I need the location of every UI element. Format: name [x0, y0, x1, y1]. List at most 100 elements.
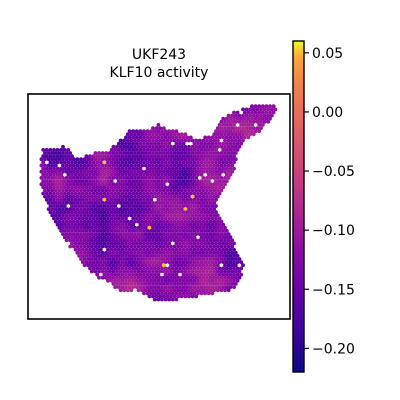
tissue-spot: [232, 160, 236, 165]
tissue-spot: [149, 197, 154, 202]
tissue-spot: [127, 197, 132, 202]
tissue-spot: [161, 219, 166, 224]
tissue-spot: [125, 225, 130, 230]
tissue-spot: [142, 172, 146, 177]
tissue-spot: [129, 269, 134, 274]
tissue-spot: [172, 163, 177, 168]
tissue-spot: [118, 282, 123, 286]
tissue-spot: [163, 191, 168, 196]
tissue-spot: [147, 213, 152, 218]
tissue-spot: [212, 132, 217, 137]
colorbar-tick-label: −0.15: [312, 282, 355, 298]
tissue-spot: [66, 179, 71, 184]
tissue-spot: [264, 104, 269, 109]
tissue-spot: [156, 297, 161, 302]
tissue-spot: [86, 157, 91, 162]
tissue-spot: [93, 250, 98, 255]
tissue-spot: [131, 235, 136, 240]
tissue-spot: [97, 250, 101, 255]
tissue-spot: [154, 132, 159, 137]
tissue-spot: [179, 269, 184, 274]
tissue-spot: [215, 269, 220, 274]
tissue-spot: [183, 188, 188, 193]
tissue-spot: [52, 179, 56, 184]
tissue-spot: [133, 244, 137, 249]
tissue-spot: [53, 194, 58, 199]
tissue-spot: [194, 176, 199, 180]
tissue-spot: [100, 275, 105, 280]
tissue-spot: [116, 197, 121, 202]
tissue-spot: [89, 176, 94, 180]
tissue-spot: [224, 235, 229, 240]
tissue-spot: [124, 241, 128, 246]
tissue-spot: [158, 201, 163, 205]
tissue-spot: [208, 144, 213, 149]
tissue-spot: [187, 225, 191, 230]
tissue-spot: [212, 257, 217, 261]
tissue-spot: [176, 263, 181, 268]
tissue-spot: [116, 160, 121, 165]
tissue-spot: [53, 169, 58, 174]
tissue-spot: [115, 163, 119, 168]
tissue-spot: [142, 272, 146, 277]
tissue-spot: [181, 229, 186, 233]
tissue-spot: [133, 188, 137, 193]
tissue-spot: [70, 222, 74, 227]
tissue-spot: [95, 191, 100, 196]
tissue-spot: [174, 260, 179, 264]
tissue-spot: [221, 247, 226, 252]
tissue-spot: [223, 250, 227, 255]
tissue-spot: [115, 225, 119, 230]
tissue-spot: [154, 244, 159, 249]
tissue-spot: [104, 188, 109, 193]
tissue-spot: [217, 247, 222, 252]
tissue-spot: [160, 179, 164, 184]
tissue-spot: [194, 257, 199, 261]
tissue-spot: [113, 216, 118, 221]
tissue-spot: [178, 247, 182, 252]
tissue-spot: [188, 191, 193, 196]
tissue-spot: [64, 151, 69, 155]
tissue-spot: [68, 244, 73, 249]
tissue-spot: [167, 191, 172, 196]
tissue-spot: [170, 235, 175, 240]
tissue-spot: [233, 126, 238, 130]
tissue-spot: [50, 207, 55, 212]
tissue-spot: [268, 104, 272, 109]
tissue-spot: [64, 232, 69, 237]
tissue-spot: [217, 191, 222, 196]
tissue-spot: [210, 141, 215, 146]
tissue-spot: [134, 148, 139, 152]
tissue-spot: [188, 210, 193, 215]
tissue-spot: [50, 188, 55, 193]
tissue-spot: [88, 254, 92, 258]
tissue-spot: [152, 166, 157, 171]
tissue-spot: [91, 241, 96, 246]
tissue-spot: [228, 129, 233, 134]
tissue-spot: [228, 154, 233, 159]
tissue-spot: [53, 182, 58, 187]
tissue-spot: [187, 188, 191, 193]
tissue-spot: [172, 207, 177, 212]
tissue-spot: [88, 247, 92, 252]
tissue-spot: [106, 191, 110, 196]
tissue-spot: [192, 291, 197, 296]
tissue-spot: [174, 154, 179, 159]
tissue-spot: [151, 244, 155, 249]
tissue-spot: [140, 163, 145, 168]
tissue-spot: [232, 110, 236, 115]
tissue-spot: [145, 241, 150, 246]
tissue-spot: [147, 275, 152, 280]
tissue-spot: [188, 272, 193, 277]
tissue-spot: [127, 179, 132, 184]
tissue-spot: [176, 176, 181, 180]
tissue-spot: [82, 244, 87, 249]
tissue-spot: [237, 144, 242, 149]
tissue-spot: [46, 176, 51, 180]
tissue-spot: [91, 229, 96, 233]
tissue-spot: [167, 172, 172, 177]
tissue-spot: [228, 266, 233, 271]
tissue-spot: [188, 278, 193, 283]
tissue-spot: [170, 160, 175, 165]
